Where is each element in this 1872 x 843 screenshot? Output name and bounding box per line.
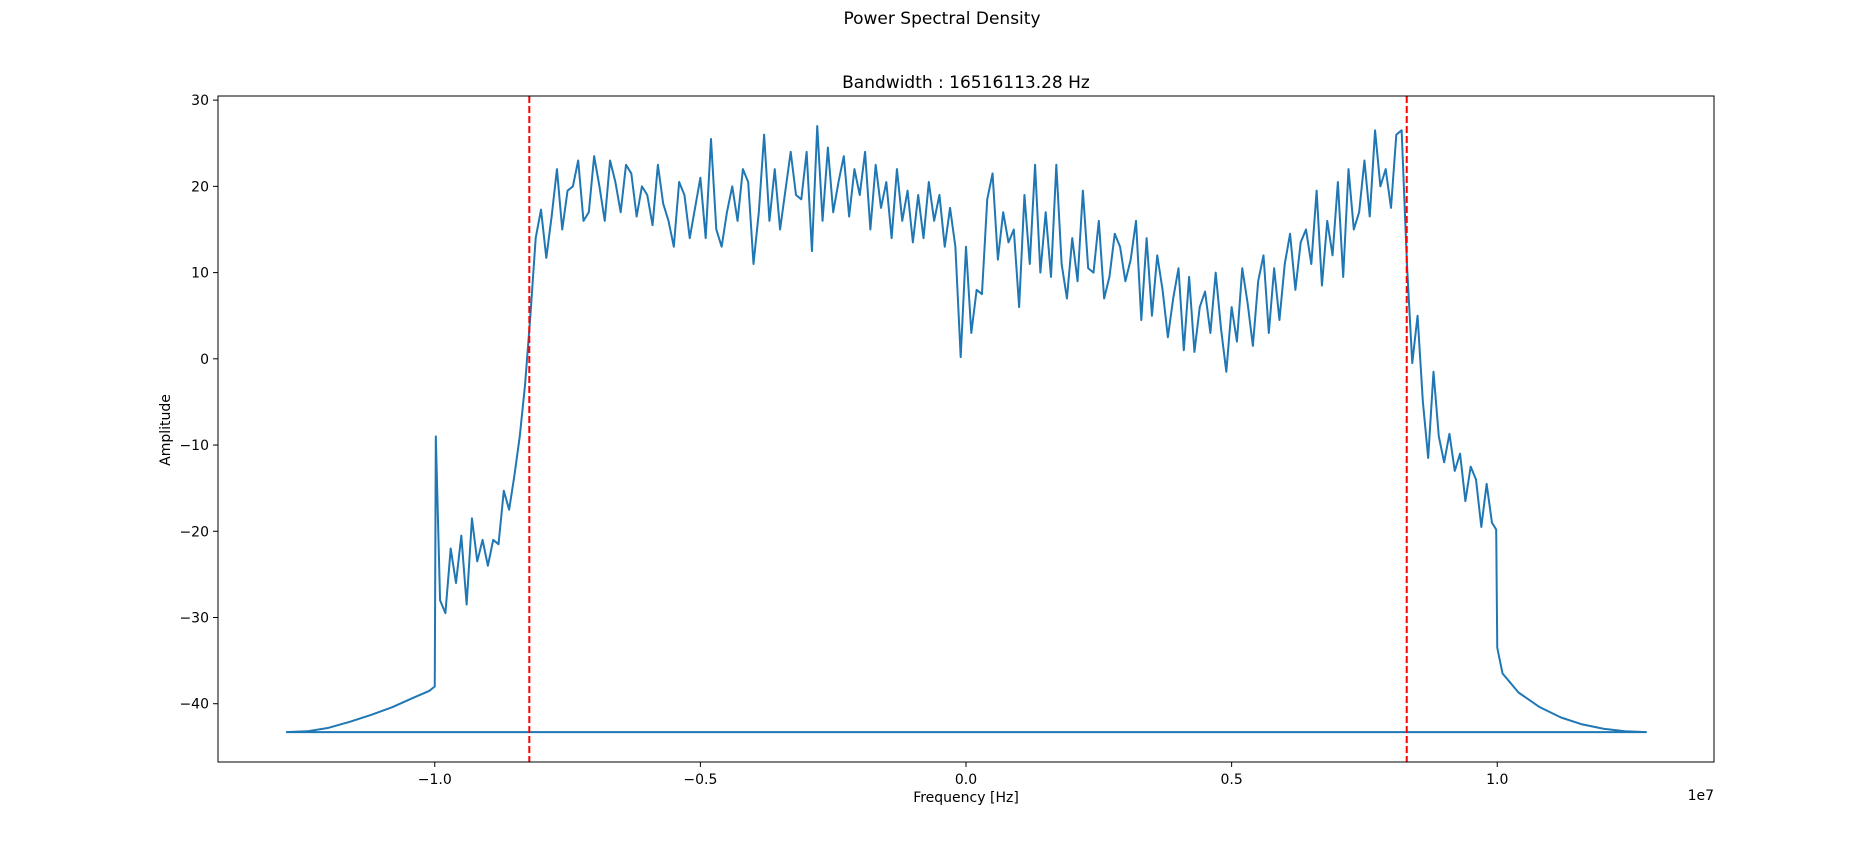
plot-frame <box>217 95 1715 763</box>
x-tick-label: −1.0 <box>418 772 452 788</box>
x-tick-label: −0.5 <box>683 772 717 788</box>
x-tick-label: 1.0 <box>1486 772 1508 788</box>
y-tick-label: −20 <box>179 524 209 540</box>
chart-subtitle: Bandwidth : 16516113.28 Hz <box>842 73 1090 93</box>
y-tick-label: 20 <box>191 179 209 195</box>
y-tick-label: −30 <box>179 610 209 626</box>
chart-title: Power Spectral Density <box>843 9 1040 29</box>
y-tick-label: 10 <box>191 266 209 282</box>
x-axis-label: Frequency [Hz] <box>913 790 1019 806</box>
y-axis-label: Amplitude <box>158 394 174 466</box>
y-tick-label: −10 <box>179 438 209 454</box>
x-offset-label: 1e7 <box>1688 788 1714 804</box>
y-tick-label: −40 <box>179 697 209 713</box>
x-tick-label: 0.5 <box>1220 772 1242 788</box>
y-tick-label: 0 <box>200 352 209 368</box>
data-line <box>285 125 1647 734</box>
x-tick-label: 0.0 <box>955 772 977 788</box>
y-tick-label: 30 <box>191 93 209 109</box>
